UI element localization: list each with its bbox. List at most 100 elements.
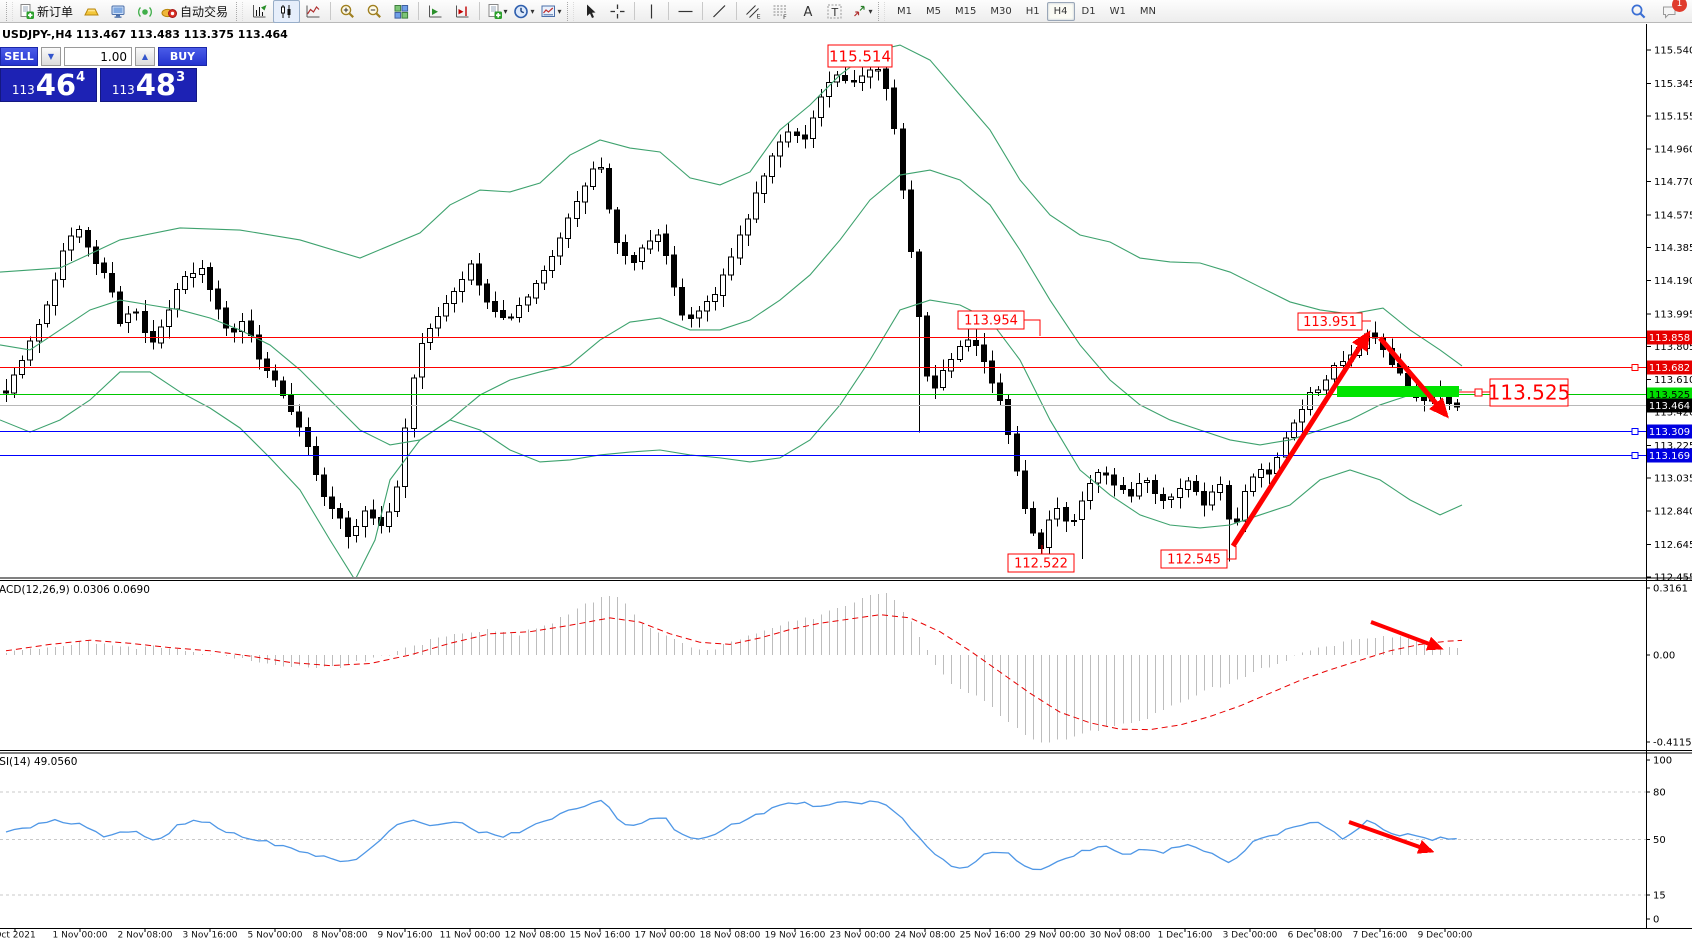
candle-body <box>1111 474 1117 486</box>
candle-body <box>1160 493 1166 502</box>
candle-chart-button[interactable] <box>273 0 301 23</box>
timeframe-m15-button[interactable]: M15 <box>955 5 977 17</box>
toolbar-grip <box>236 1 244 21</box>
chevron-down-icon[interactable]: ▾ <box>530 6 535 16</box>
line-handle[interactable] <box>1631 428 1639 435</box>
text-label-button[interactable]: T <box>821 0 848 23</box>
buy-price-display[interactable]: 113 48 3 <box>100 68 197 102</box>
market-watch-button[interactable] <box>105 0 132 23</box>
cursor-button[interactable] <box>577 0 604 23</box>
candle-body <box>1421 396 1427 402</box>
toolbar-separator <box>702 2 704 20</box>
timeframe-w1-button[interactable]: W1 <box>1109 5 1126 17</box>
vline-icon <box>643 3 660 20</box>
timeframe-mn-button[interactable]: MN <box>1139 5 1156 17</box>
profile-button[interactable] <box>78 0 105 23</box>
candle-body <box>818 96 824 119</box>
price-axis: 115.540 115.345 115.155 114.960 114.770 114.5… <box>1646 46 1692 583</box>
trend-arrow[interactable] <box>1348 820 1435 854</box>
svg-text:17 Nov 00:00: 17 Nov 00:00 <box>635 931 696 939</box>
candle-body <box>223 307 229 329</box>
search-icon[interactable] <box>1630 3 1647 20</box>
periods-button[interactable]: ▾ <box>510 0 537 23</box>
price-annotation-box[interactable] <box>1489 378 1569 407</box>
trend-arrow[interactable] <box>1378 336 1449 419</box>
horizontal-line-button[interactable] <box>672 0 699 23</box>
candle-body <box>728 256 734 276</box>
candle-body <box>606 167 612 210</box>
volume-decrease-button[interactable]: ▼ <box>41 47 61 66</box>
candle-body <box>631 254 637 263</box>
label-connector <box>1227 546 1237 560</box>
indicators-button[interactable]: ▾ <box>483 0 510 23</box>
candle-body <box>1185 480 1191 491</box>
sell-button[interactable]: SELL <box>0 47 38 66</box>
green-highlight-zone[interactable] <box>1337 386 1459 397</box>
vertical-line-button[interactable] <box>638 0 665 23</box>
text-button[interactable]: A <box>794 0 821 23</box>
autotrade-button[interactable]: 自动交易 <box>159 0 233 23</box>
macd-indicator-label: MACD(12,26,9) 0.0306 0.0690 <box>0 584 150 596</box>
chevron-down-icon[interactable]: ▾ <box>557 6 562 16</box>
notifications-chat-icon[interactable]: 1 <box>1661 0 1687 20</box>
line-handle[interactable] <box>1631 364 1639 371</box>
candle-body <box>68 235 74 251</box>
volume-increase-button[interactable]: ▲ <box>135 47 155 66</box>
signals-button[interactable] <box>132 0 159 23</box>
svg-text:A: A <box>804 5 813 20</box>
timeframe-m1-button[interactable]: M1 <box>897 5 913 17</box>
zoom-out-button[interactable] <box>361 0 388 23</box>
line-chart-button[interactable] <box>300 0 327 23</box>
toolbar-separator <box>479 2 481 20</box>
line-handle[interactable] <box>1631 452 1639 459</box>
auto-scroll-button[interactable] <box>449 0 476 23</box>
svg-text:114.960: 114.960 <box>1654 145 1692 156</box>
timeframe-d1-button[interactable]: D1 <box>1081 5 1096 17</box>
macd-signal-line <box>5 614 1463 731</box>
fibonacci-button[interactable]: F <box>767 0 794 23</box>
toolbar-separator <box>668 2 670 20</box>
tile-windows-button[interactable] <box>388 0 415 23</box>
price-annotation-box[interactable] <box>1297 312 1363 331</box>
trend-arrow[interactable] <box>1370 620 1444 651</box>
svg-text:F: F <box>783 12 787 19</box>
candle-body <box>745 218 751 236</box>
trend-arrow[interactable] <box>1230 330 1371 548</box>
bar-chart-button[interactable] <box>246 0 273 23</box>
chevron-down-icon[interactable]: ▾ <box>503 6 508 16</box>
channel-icon: E <box>745 3 762 20</box>
candle-body <box>688 314 694 320</box>
timeframe-m5-button[interactable]: M5 <box>926 5 942 17</box>
price-annotation-box[interactable] <box>827 44 893 68</box>
sell-price-display[interactable]: 113 46 4 <box>0 68 97 102</box>
object-handle[interactable] <box>1474 388 1483 397</box>
templates-button[interactable]: ▾ <box>537 0 564 23</box>
trendline-button[interactable] <box>706 0 733 23</box>
timeframe-h4-button[interactable]: H4 <box>1046 1 1075 21</box>
timeframe-h1-button[interactable]: H1 <box>1025 5 1040 17</box>
zoom-in-button[interactable] <box>334 0 361 23</box>
volume-input[interactable] <box>64 47 132 66</box>
stepb-icon <box>427 3 444 20</box>
channel-button[interactable]: E <box>740 0 767 23</box>
svg-text:114.190: 114.190 <box>1654 276 1692 287</box>
candle-body <box>891 87 897 130</box>
new-order-button[interactable]: 新订单 <box>16 0 78 23</box>
chevron-down-icon[interactable]: ▾ <box>868 6 873 16</box>
arrows-button[interactable]: ▾ <box>848 0 875 23</box>
candle-body <box>777 141 783 157</box>
price-annotation-text: 112.522 <box>1014 557 1068 572</box>
candle-body <box>1152 479 1158 495</box>
toolbar-grip <box>567 1 575 21</box>
price-annotation-box[interactable] <box>1160 549 1228 569</box>
price-annotation-box[interactable] <box>1007 553 1075 573</box>
svg-text:114.770: 114.770 <box>1654 177 1692 188</box>
crosshair-button[interactable] <box>604 0 631 23</box>
candle-body <box>329 496 335 510</box>
buy-button[interactable]: BUY <box>158 47 207 66</box>
price-annotation-box[interactable] <box>957 310 1025 330</box>
chart-shift-button[interactable] <box>422 0 449 23</box>
timeframe-m30-button[interactable]: M30 <box>990 5 1012 17</box>
candle-body <box>353 526 359 537</box>
candle-body <box>916 251 922 318</box>
